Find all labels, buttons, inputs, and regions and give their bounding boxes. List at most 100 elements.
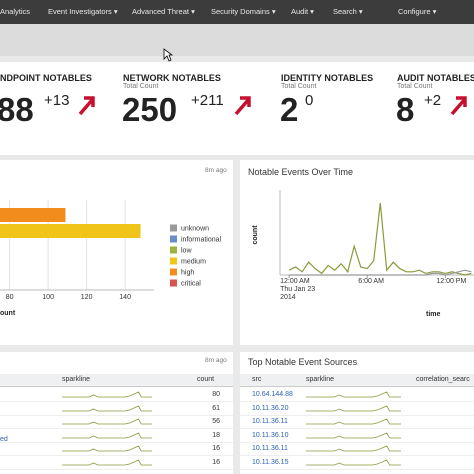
sparkline-path bbox=[62, 404, 152, 411]
x-axis-label: ount bbox=[0, 310, 16, 317]
kpi-title: NDPOINT NOTABLES bbox=[0, 73, 92, 83]
y-axis-label: count bbox=[252, 225, 259, 245]
row-divider bbox=[240, 401, 474, 402]
legend-label: informational bbox=[181, 237, 222, 244]
cell[interactable]: ed bbox=[0, 436, 8, 443]
x-tick-sublabel: 2014 bbox=[280, 294, 296, 301]
panel-title: Top Notable Event Sources bbox=[248, 357, 358, 367]
x-tick-label: 120 bbox=[81, 294, 93, 301]
kpi-delta: 0 bbox=[305, 92, 314, 109]
x-tick-label: 80 bbox=[6, 294, 14, 301]
cell[interactable]: 10.11.36.10 bbox=[252, 431, 289, 439]
column-header: src bbox=[252, 376, 262, 383]
row-divider bbox=[240, 428, 474, 429]
updated: 8m ago bbox=[205, 167, 227, 174]
legend-swatch bbox=[170, 279, 177, 287]
cursor bbox=[163, 48, 173, 62]
sparkline bbox=[306, 431, 401, 438]
table-header bbox=[0, 374, 233, 387]
cell[interactable]: 10.11.36.11 bbox=[252, 445, 288, 452]
legend-swatch bbox=[170, 268, 177, 276]
sparkline-path bbox=[306, 418, 401, 425]
cell[interactable]: 10.64.144.88 bbox=[252, 391, 293, 398]
legend-label: high bbox=[181, 270, 194, 277]
cell: 16 bbox=[212, 445, 220, 452]
kpi-title: AUDIT NOTABLES bbox=[397, 73, 474, 83]
nav-item[interactable]: Event Investigators ▾ bbox=[48, 7, 118, 16]
nav-item[interactable]: Advanced Threat ▾ bbox=[132, 7, 195, 16]
legend-swatch bbox=[170, 224, 177, 232]
row-divider bbox=[240, 468, 474, 470]
app-bar bbox=[0, 24, 474, 56]
sparkline-path bbox=[62, 445, 152, 452]
column-header: sparkline bbox=[306, 376, 335, 383]
arrows bbox=[78, 96, 467, 116]
column-header: count bbox=[197, 376, 215, 383]
legend-swatch bbox=[170, 257, 177, 265]
left-table: 8m ago sparkline count ed 80 61 56 18 16 16 bbox=[0, 352, 233, 474]
legend-swatch bbox=[170, 235, 177, 243]
cell: 56 bbox=[212, 418, 220, 425]
sparkline-path bbox=[306, 445, 401, 452]
legend-label: medium bbox=[181, 259, 206, 266]
cell: 61 bbox=[212, 404, 220, 412]
sparkline-path bbox=[306, 431, 401, 438]
kpi-delta: +13 bbox=[44, 92, 70, 109]
timeline-panel: Notable Events Over Time 12:00 AM 6:00 AM… bbox=[240, 160, 474, 345]
bar bbox=[0, 208, 66, 222]
kpi-delta: +2 bbox=[424, 92, 442, 109]
sparkline-path bbox=[306, 458, 401, 465]
sparkline-path bbox=[62, 418, 152, 425]
sparkline bbox=[62, 418, 152, 425]
severity-panel: 8m ago 80 100 120 140 unknown informational lo… bbox=[0, 160, 233, 345]
sparkline bbox=[306, 404, 401, 411]
kpi-delta: +211 bbox=[191, 92, 224, 109]
trend-arrow bbox=[78, 96, 467, 116]
kpi-subtitle: Total Count bbox=[123, 83, 159, 90]
kpi-subtitle: Total Count bbox=[397, 83, 433, 90]
sparkline-path bbox=[62, 391, 152, 398]
line-series bbox=[288, 202, 472, 276]
row-divider bbox=[240, 414, 474, 416]
kpi-value: 8 bbox=[396, 91, 415, 128]
legend-label: unknown bbox=[181, 226, 209, 233]
nav-item[interactable]: Audit ▾ bbox=[291, 7, 314, 16]
nav-item[interactable]: Security Domains ▾ bbox=[211, 7, 276, 16]
column-header: correlation_searc bbox=[416, 376, 470, 383]
x-tick-label: 140 bbox=[119, 294, 131, 301]
sparkline bbox=[62, 431, 152, 438]
sparkline bbox=[62, 445, 152, 452]
x-tick-sublabel: Thu Jan 23 bbox=[280, 286, 315, 293]
nav-item[interactable]: Analytics bbox=[0, 7, 31, 16]
row-divider bbox=[0, 441, 233, 443]
row-divider bbox=[0, 455, 233, 456]
line-series bbox=[289, 269, 472, 276]
sparkline-path bbox=[306, 391, 401, 398]
row-divider bbox=[0, 414, 233, 416]
kpi-title: IDENTITY NOTABLES bbox=[281, 73, 374, 83]
cell: 18 bbox=[212, 431, 220, 439]
kpi-value: 2 bbox=[280, 91, 299, 128]
cell[interactable]: 10.11.36.11 bbox=[252, 418, 288, 425]
x-tick-label: 100 bbox=[42, 294, 54, 301]
sparkline bbox=[62, 391, 152, 398]
x-tick-label: 6:00 AM bbox=[358, 278, 384, 285]
cell[interactable]: 10.11.36.20 bbox=[252, 404, 289, 412]
nav-item[interactable]: Configure ▾ bbox=[398, 7, 437, 16]
row-divider bbox=[240, 441, 474, 443]
nav-item[interactable]: Search ▾ bbox=[333, 7, 363, 16]
sparkline-path bbox=[62, 431, 152, 438]
sparkline bbox=[306, 391, 401, 398]
sparkline-path bbox=[306, 404, 401, 411]
legend-label: low bbox=[181, 248, 192, 255]
sparkline bbox=[62, 404, 152, 411]
column-header: sparkline bbox=[62, 376, 91, 383]
kpi-value: 88 bbox=[0, 91, 34, 128]
cell[interactable]: 10.11.36.15 bbox=[252, 458, 289, 466]
right-table: Top Notable Event Sources src sparkline … bbox=[240, 352, 474, 474]
sparkline bbox=[306, 445, 401, 452]
row-divider bbox=[0, 468, 233, 470]
x-tick-label: 12:00 AM bbox=[280, 278, 310, 285]
bar bbox=[0, 224, 141, 238]
